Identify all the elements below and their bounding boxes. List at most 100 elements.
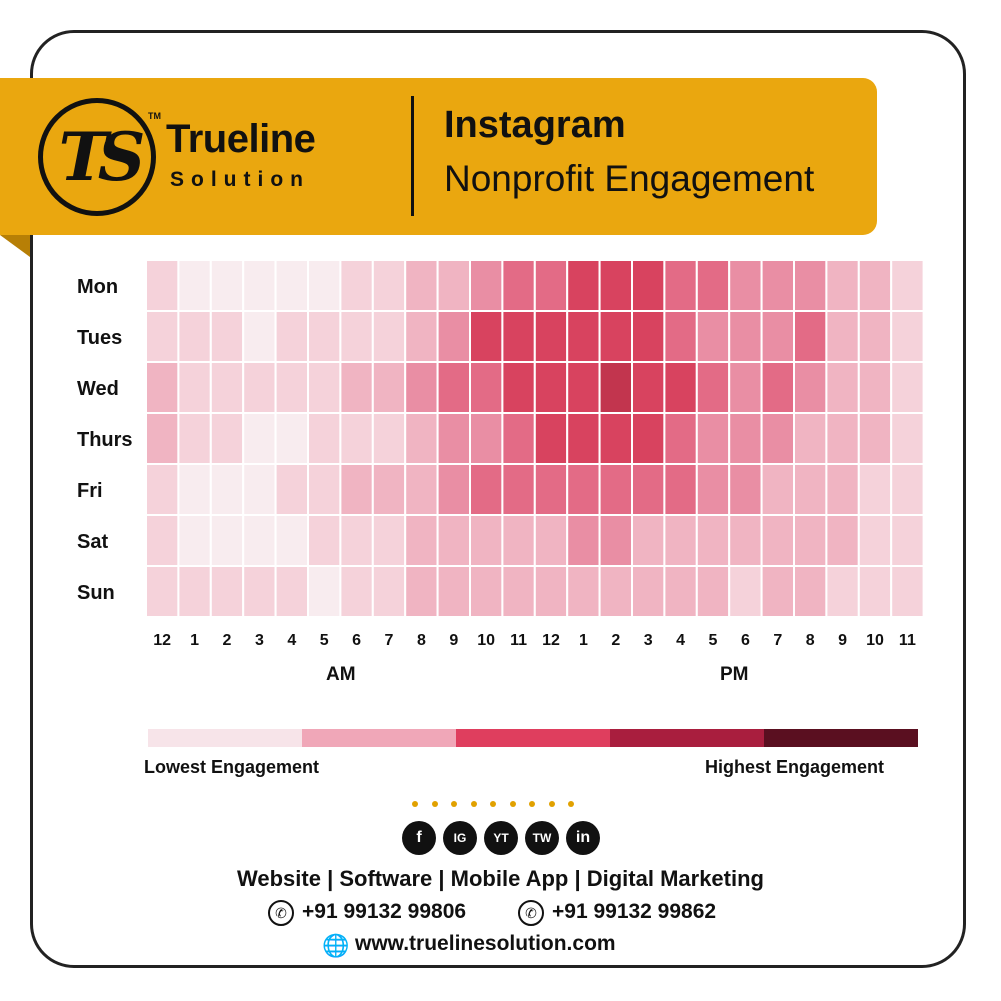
decorative-dot [529,801,535,807]
heatmap-cell [663,412,698,465]
heatmap-cell [728,412,763,465]
x-tick-label: 1 [578,632,588,649]
row-label-thurs: Thurs [77,429,133,451]
heatmap-cell [825,259,860,312]
decorative-dot [412,801,418,807]
heatmap-cell [274,310,310,363]
heatmap-cell [404,565,439,618]
heatmap-cell [307,565,342,618]
heatmap-cell [436,259,472,312]
heatmap-cell [501,514,536,567]
heatmap-cell [469,514,504,567]
heatmap-cell [825,310,860,363]
pm-label: PM [720,664,749,685]
website-link[interactable]: www.truelinesolution.com [355,932,616,955]
heatmap-cell [598,259,633,312]
brand-subtitle: Solution [170,168,310,191]
heatmap-cell [566,463,601,516]
heatmap-cell [339,412,374,465]
x-tick-label: 10 [866,632,884,649]
x-tick-label: 9 [838,632,848,649]
heatmap-cell [501,259,536,312]
heatmap-cell [274,514,310,567]
heatmap-cell [793,412,828,465]
heatmap-cell [533,310,569,363]
heatmap-cell [209,412,245,465]
heatmap-cell [436,565,472,618]
row-label-wed: Wed [77,378,119,400]
heatmap-cell [436,310,472,363]
instagram-icon[interactable]: IG [443,821,477,855]
x-tick-label: 9 [449,632,459,649]
logo-mark: TS [58,118,146,196]
banner-fold [0,235,30,257]
phone-number-1[interactable]: +91 99132 99806 [302,900,467,923]
heatmap-cell [598,310,633,363]
heatmap-cell [663,565,698,618]
heatmap-cell [209,259,245,312]
x-tick-label: 8 [805,632,815,649]
x-tick-label: 5 [319,632,329,649]
logo-circle [38,98,156,216]
phone-icon: ✆ [518,900,544,926]
heatmap-cell [339,310,374,363]
decorative-dot [470,801,477,807]
heatmap-cell [339,565,374,618]
heatmap-cell [890,514,925,567]
heatmap-cell [307,514,342,567]
heatmap-cell [145,259,180,312]
heatmap-cell [371,412,407,465]
heatmap-cell [209,463,245,516]
heatmap-cell [307,463,342,516]
legend-swatch [148,729,302,747]
heatmap-cell [728,310,763,363]
header-divider [411,96,414,216]
heatmap-cell [533,514,569,567]
heatmap-cell [695,412,731,465]
linkedin-icon[interactable]: in [566,821,600,855]
heatmap-cell [371,463,407,516]
x-tick-label: 11 [898,632,916,649]
services-line: Website | Software | Mobile App | Digita… [237,866,764,891]
youtube-icon[interactable]: YT [484,821,518,855]
x-tick-label: 7 [384,632,394,649]
heatmap-cell [436,361,472,414]
x-tick-label: 11 [510,632,528,649]
heatmap-cell [728,259,763,312]
heatmap-cell [760,463,795,516]
twitter-icon[interactable]: TW [525,821,559,855]
heatmap-cell [469,310,504,363]
heatmap-cell [469,565,504,618]
heatmap-cell [631,565,666,618]
x-tick-label: 10 [477,632,496,649]
heatmap-cell [793,565,828,618]
heatmap-cell [371,514,407,567]
heatmap-cell [760,412,795,465]
heatmap-cell [825,565,860,618]
x-tick-label: 1 [190,632,200,649]
legend-swatch [610,729,764,747]
heatmap-cell [274,259,310,312]
heatmap-cell [695,310,731,363]
trademark: TM [148,111,161,121]
facebook-icon[interactable]: f [402,821,436,855]
heatmap-cell [145,310,180,363]
heatmap-cell [728,361,763,414]
heatmap-cell [436,463,472,516]
heatmap-cell [209,565,245,618]
phone-number-2[interactable]: +91 99132 99862 [552,900,717,923]
heatmap-cell [825,463,860,516]
heatmap-cell [339,361,374,414]
heatmap-cell [825,514,860,567]
heatmap-cell [728,514,763,567]
heatmap-cell [145,463,180,516]
heatmap-cell [631,310,666,363]
heatmap-cell [436,514,472,567]
heatmap-cell [695,259,731,312]
heatmap-cell [339,514,374,567]
heatmap-cell [274,463,310,516]
heatmap-cell [501,412,536,465]
x-tick-label: 6 [740,632,750,649]
heatmap-cell [371,310,407,363]
